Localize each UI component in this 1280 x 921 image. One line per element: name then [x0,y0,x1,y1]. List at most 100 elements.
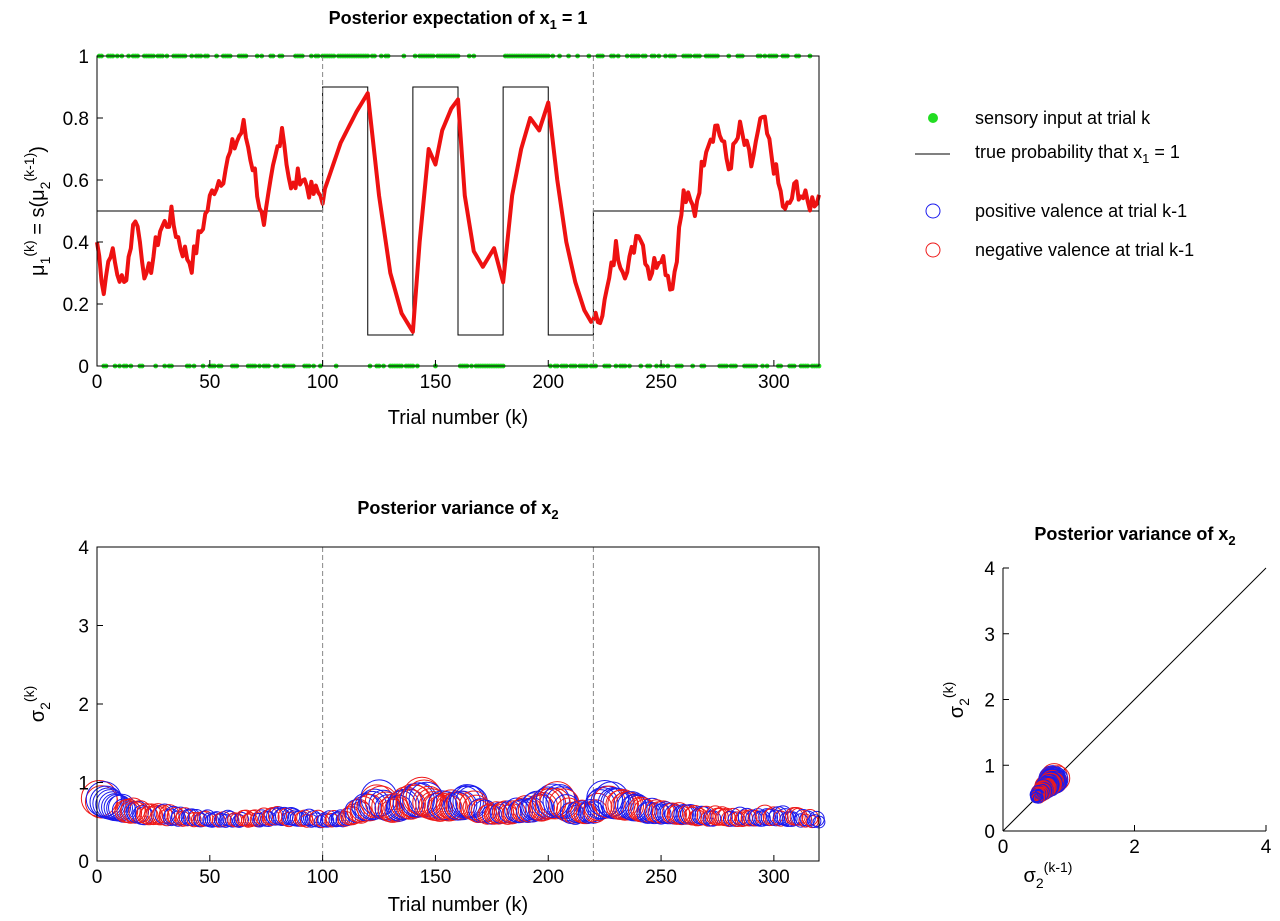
legend-dot-icon [928,113,938,123]
x-tick-label: 150 [420,372,452,393]
y-tick-label: 3 [78,617,89,638]
variance-circle [680,804,701,825]
variance-circle [150,806,170,826]
variance-circle [384,796,410,823]
x-tick-label: 250 [645,372,677,393]
variance-circle [807,814,822,828]
y-tick-label: 1 [78,47,89,68]
y-tick-label: 3 [984,625,995,646]
x-tick-label: 200 [532,372,564,393]
x-tick-label: 300 [758,372,790,393]
variance-circle [143,805,164,826]
variance-circle [139,806,159,826]
variance-circle [477,804,498,825]
scatter-circle [1032,792,1044,804]
variance-circle [332,809,350,827]
y-tick-label: 0.2 [63,295,89,316]
x-tick-label: 4 [1261,837,1272,858]
variance-circle [308,812,324,828]
variance-circle [798,813,813,828]
variance-circle [754,810,771,827]
variance-circle [485,801,508,824]
variance-circle [427,790,458,821]
variance-circle [206,812,222,828]
variance-circle [448,785,482,819]
legend-label-true-probability: true probability that x1 = 1 [975,142,1180,166]
variance-circle [324,812,339,828]
scatter-y-axis-label: σ2(k) [940,682,972,718]
true-probability-series [97,86,819,336]
x-tick-label: 50 [199,372,220,393]
variance-y-ticks: 0 1 2 3 4 [78,538,103,873]
variance-y-axis-label: σ2(k) [21,686,53,722]
y-tick-label: 0 [78,357,89,378]
belief-series [95,91,821,334]
variance-circle [789,807,808,826]
variance-circle [374,794,402,822]
top-x-axis-label: Trial number (k) [388,407,528,429]
x-tick-label: 0 [998,837,1009,858]
variance-circle [447,790,478,821]
top-title: Posterior expectation of x1 = 1 [329,8,588,32]
legend-label-negative: negative valence at trial k-1 [975,240,1194,260]
variance-x-ticks: 0 50 100 150 200 250 300 [92,855,790,888]
variance-circle [242,812,258,828]
variance-time-panel: Posterior variance of x2 0 50 100 150 200 250… [21,498,826,916]
legend: sensory input at trial k true probabilit… [915,108,1194,260]
top-panel: Posterior expectation of x1 = 1 0 50 100 15… [21,8,822,429]
variance-circle [166,806,186,826]
variance-circle [527,794,555,822]
variance-circle [535,783,570,818]
x-tick-label: 0 [92,372,103,393]
x-tick-label: 250 [645,867,677,888]
legend-red-circle-icon [925,242,941,258]
variance-circle [136,803,158,825]
x-tick-label: 300 [758,867,790,888]
variance-circle [356,793,384,822]
legend-label-input: sensory input at trial k [975,108,1151,128]
true-probability-line [97,86,819,336]
variance-circle [252,812,267,828]
variance-circle [402,782,438,818]
variance-circle-series [80,776,826,829]
x-tick-label: 200 [532,867,564,888]
y-tick-label: 4 [984,559,995,580]
variance-circle [432,791,462,821]
y-tick-label: 0 [78,852,89,873]
variance-circle [225,813,240,828]
variance-phase-boundaries [322,547,594,861]
variance-circle [715,808,733,827]
variance-title: Posterior variance of x2 [357,498,558,522]
top-y-axis-label: μ1(k) = s(μ2(k-1)) [21,146,53,276]
variance-circle [398,784,432,819]
y-tick-label: 0.4 [63,233,90,254]
variance-circle [266,807,285,826]
y-tick-label: 2 [78,695,89,716]
variance-circle [145,804,166,825]
x-tick-label: 100 [307,867,339,888]
variance-circle [507,800,531,824]
top-axes-frame [96,55,820,367]
variance-circle [650,803,672,825]
variance-circle [186,812,202,828]
variance-scatter-panel: Posterior variance of x2 0 2 4 0 1 2 3 4 σ2(k-… [940,524,1272,891]
variance-circle [218,814,233,828]
scatter-x-axis-label: σ2(k-1) [1024,859,1073,891]
variance-circle [253,809,271,827]
variance-circle [359,788,391,820]
variance-circle [204,813,220,828]
variance-circle [84,785,119,819]
variance-circle [321,810,338,827]
scatter-y-ticks: 0 1 2 3 4 [984,559,1009,843]
y-tick-label: 2 [984,691,995,712]
variance-circle [704,810,722,827]
variance-x-axis-label: Trial number (k) [388,894,528,916]
x-tick-label: 0 [92,867,103,888]
scatter-title: Posterior variance of x2 [1034,524,1235,548]
belief-line [95,91,821,334]
y-tick-label: 0.8 [63,109,89,130]
variance-circle [328,812,344,828]
phase-boundaries [322,56,594,366]
variance-circle [666,804,687,825]
